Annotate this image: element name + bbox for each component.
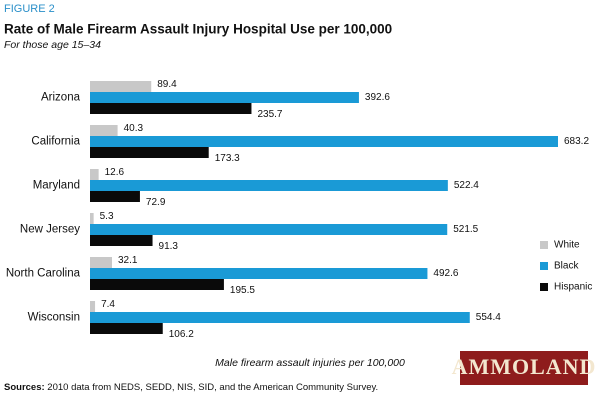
- watermark-box: [460, 351, 588, 385]
- value-label: 492.6: [433, 268, 458, 279]
- category-label: Wisconsin: [28, 312, 80, 324]
- bar: [90, 235, 153, 246]
- bar: [90, 103, 252, 114]
- bar: [90, 279, 224, 290]
- value-label: 522.4: [454, 180, 479, 191]
- bar: [90, 213, 94, 224]
- value-label: 7.4: [101, 299, 115, 310]
- sources: Sources: 2010 data from NEDS, SEDD, NIS,…: [4, 382, 378, 393]
- bar: [90, 268, 428, 279]
- bar: [90, 147, 209, 158]
- value-label: 235.7: [257, 109, 282, 120]
- category-label: Arizona: [41, 92, 81, 104]
- figure-label: FIGURE 2: [4, 3, 55, 15]
- value-label: 173.3: [215, 153, 240, 164]
- value-label: 72.9: [146, 197, 166, 208]
- bar: [90, 191, 140, 202]
- sources-label: Sources:: [4, 382, 45, 393]
- bar: [90, 301, 96, 312]
- value-label: 40.3: [124, 123, 144, 134]
- value-label: 5.3: [100, 211, 114, 222]
- value-label: 392.6: [365, 92, 390, 103]
- category-label: California: [31, 136, 80, 148]
- watermark: AMMOLAND: [452, 354, 597, 379]
- bar: [90, 169, 99, 180]
- legend-swatch: [540, 283, 548, 291]
- legend-label: Black: [554, 261, 579, 272]
- value-label: 89.4: [157, 79, 177, 90]
- value-label: 554.4: [476, 312, 501, 323]
- chart-subtitle: For those age 15–34: [4, 39, 101, 51]
- bar: [90, 125, 118, 136]
- value-label: 91.3: [159, 241, 179, 252]
- value-label: 12.6: [105, 167, 125, 178]
- bar: [90, 180, 448, 191]
- legend-swatch: [540, 241, 548, 249]
- bar: [90, 312, 470, 323]
- chart-title: Rate of Male Firearm Assault Injury Hosp…: [4, 22, 392, 37]
- bar: [90, 136, 558, 147]
- sources-text: 2010 data from NEDS, SEDD, NIS, SID, and…: [47, 382, 378, 393]
- legend-label: White: [554, 240, 580, 251]
- legend-swatch: [540, 262, 548, 270]
- bar: [90, 257, 112, 268]
- x-axis-label: Male firearm assault injuries per 100,00…: [215, 357, 405, 369]
- bar: [90, 92, 359, 103]
- legend-label: Hispanic: [554, 282, 592, 293]
- value-label: 195.5: [230, 285, 255, 296]
- bar: [90, 224, 448, 235]
- bar: [90, 323, 163, 334]
- category-label: New Jersey: [20, 224, 80, 236]
- value-label: 683.2: [564, 136, 589, 147]
- value-label: 32.1: [118, 255, 138, 266]
- category-label: North Carolina: [6, 268, 81, 280]
- value-label: 521.5: [453, 224, 478, 235]
- value-label: 106.2: [169, 329, 194, 340]
- category-label: Maryland: [33, 180, 80, 192]
- bar: [90, 81, 152, 92]
